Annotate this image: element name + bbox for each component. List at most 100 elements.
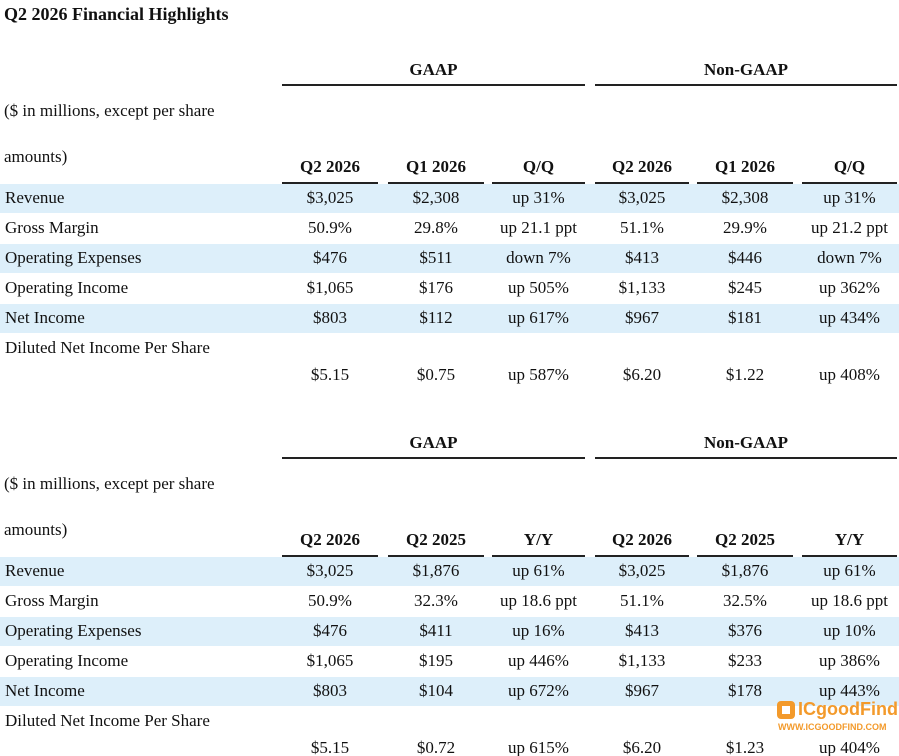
row-label: Revenue (5, 561, 65, 580)
group-rule (282, 84, 585, 86)
column-rule (492, 555, 585, 557)
cell: $245 (728, 278, 762, 297)
cell: $413 (625, 621, 659, 640)
row-label: Net Income (5, 681, 85, 700)
column-rule (595, 555, 689, 557)
units-note: ($ in millions, except per share (4, 474, 215, 493)
column-rule (802, 182, 897, 184)
cell: $0.75 (416, 365, 456, 384)
column-header: Q/Q (522, 157, 555, 176)
cell: $176 (419, 278, 453, 297)
row-label: Gross Margin (5, 591, 99, 610)
cell: up 10% (823, 621, 876, 640)
group-header: Non-GAAP (703, 433, 789, 452)
column-header: Q2 2026 (300, 530, 360, 549)
cell: $3,025 (618, 188, 666, 207)
cell: $178 (728, 681, 762, 700)
row-band (0, 244, 899, 273)
cell: $2,308 (721, 188, 769, 207)
cell: $1,876 (721, 561, 769, 580)
cell: up 587% (508, 365, 569, 384)
cell: $476 (313, 621, 347, 640)
cell: $1.23 (725, 738, 765, 756)
cell: $1,133 (618, 278, 666, 297)
column-header: Q2 2025 (406, 530, 466, 549)
column-header: Q/Q (833, 157, 866, 176)
cell: up 404% (819, 738, 880, 756)
column-rule (697, 182, 793, 184)
row-label: Operating Income (5, 278, 129, 297)
cell: $1.22 (725, 365, 765, 384)
cell: 51.1% (620, 218, 664, 237)
cell: up 505% (508, 278, 569, 297)
cell: $1,876 (412, 561, 460, 580)
cell: $511 (419, 248, 453, 267)
row-band (0, 184, 899, 213)
group-header: GAAP (409, 60, 458, 79)
cell: $446 (728, 248, 762, 267)
column-header: Q2 2026 (612, 157, 672, 176)
row-label: Diluted Net Income Per Share (5, 338, 210, 357)
group-rule (282, 457, 585, 459)
cell: $3,025 (618, 561, 666, 580)
cell: $803 (313, 681, 347, 700)
cell: $5.15 (310, 365, 350, 384)
watermark: ICgoodFind WWW.ICGOODFIND.COM (776, 698, 898, 738)
group-rule (595, 457, 897, 459)
column-rule (697, 555, 793, 557)
column-rule (388, 182, 484, 184)
cell: up 434% (819, 308, 880, 327)
cell: up 31% (823, 188, 876, 207)
cell: up 21.2 ppt (811, 218, 888, 237)
cell: up 617% (508, 308, 569, 327)
row-band (0, 304, 899, 333)
cell: 32.5% (723, 591, 767, 610)
cell: 29.9% (723, 218, 767, 237)
units-note: amounts) (4, 520, 68, 539)
cell: $413 (625, 248, 659, 267)
cell: up 18.6 ppt (500, 591, 577, 610)
row-label: Net Income (5, 308, 85, 327)
cell: down 7% (817, 248, 882, 267)
cell: down 7% (506, 248, 571, 267)
cell: $1,065 (306, 278, 354, 297)
row-band (0, 557, 899, 586)
cell: $967 (625, 681, 659, 700)
cell: up 18.6 ppt (811, 591, 888, 610)
cell: $3,025 (306, 561, 354, 580)
cell: 51.1% (620, 591, 664, 610)
cell: up 61% (512, 561, 565, 580)
column-rule (802, 555, 897, 557)
cell: $476 (313, 248, 347, 267)
cell: $3,025 (306, 188, 354, 207)
watermark-brand: ICgoodFind (798, 699, 898, 719)
cell: $195 (419, 651, 453, 670)
cell: $104 (419, 681, 453, 700)
row-label: Operating Expenses (5, 621, 142, 640)
cell: $2,308 (412, 188, 460, 207)
column-header: Q2 2026 (300, 157, 360, 176)
cell: $6.20 (622, 738, 662, 756)
group-rule (595, 84, 897, 86)
units-note: ($ in millions, except per share (4, 101, 215, 120)
watermark-url: WWW.ICGOODFIND.COM (778, 722, 887, 732)
cell: 50.9% (308, 218, 352, 237)
column-header: Y/Y (834, 530, 865, 549)
row-label: Revenue (5, 188, 65, 207)
column-rule (282, 555, 378, 557)
cell: $112 (419, 308, 453, 327)
cell: 50.9% (308, 591, 352, 610)
cell: $233 (728, 651, 762, 670)
cell: up 21.1 ppt (500, 218, 577, 237)
cell: $376 (728, 621, 762, 640)
cell: $967 (625, 308, 659, 327)
cell: $1,133 (618, 651, 666, 670)
column-rule (282, 182, 378, 184)
cell: $0.72 (416, 738, 456, 756)
column-rule (492, 182, 585, 184)
cell: $181 (728, 308, 762, 327)
cell: 29.8% (414, 218, 458, 237)
cell: up 408% (819, 365, 880, 384)
row-label: Operating Income (5, 651, 129, 670)
